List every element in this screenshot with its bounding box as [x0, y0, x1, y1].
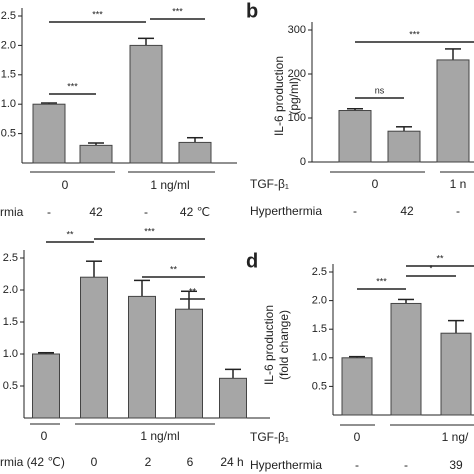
y-axis-label: (pg/ml): [287, 77, 301, 114]
y-tick-label: 1.0: [3, 348, 18, 360]
bar: [387, 130, 421, 163]
condition-label: 39: [449, 458, 463, 472]
group-label: 1 ng/ml: [150, 178, 189, 192]
condition-label: 6: [187, 455, 194, 469]
condition-label: 42 ℃: [180, 205, 210, 219]
y-tick-label: 0: [300, 156, 306, 168]
significance-label: *: [429, 263, 433, 273]
row-label: TGF-β₁: [250, 430, 289, 444]
y-axis-label: IL-6 production: [272, 56, 286, 136]
row-label: Hyperthermia: [250, 204, 322, 218]
condition-label: -: [353, 204, 357, 218]
condition-label: 42: [400, 204, 414, 218]
row-label: TGF-β₁: [250, 177, 289, 191]
y-tick-label: 2.5: [312, 266, 327, 278]
y-tick-label: 300: [288, 24, 306, 36]
condition-label: 2: [145, 455, 152, 469]
significance-label: ***: [92, 9, 103, 19]
significance-label: ***: [144, 226, 155, 236]
condition-label: 24 h: [220, 455, 243, 469]
y-tick-label: 0.5: [1, 128, 16, 140]
significance-label: **: [189, 286, 197, 296]
bar: [32, 353, 60, 419]
y-tick-label: 2.0: [3, 284, 18, 296]
significance-label: **: [436, 253, 444, 263]
y-tick-label: 1.5: [3, 316, 18, 328]
bar: [129, 44, 163, 164]
bar: [219, 377, 247, 419]
bar: [79, 144, 113, 164]
significance-label: ***: [67, 81, 78, 91]
y-axis-label: IL-6 production: [262, 305, 276, 385]
condition-label: -: [47, 205, 51, 219]
group-label: 0: [41, 429, 48, 443]
group-label: 1 ng/: [442, 430, 469, 444]
bar: [341, 357, 373, 416]
y-tick-label: 0.5: [3, 380, 18, 392]
bar: [80, 276, 108, 419]
row-label: Hyperthermia: [250, 458, 322, 472]
significance-label: ns: [375, 85, 385, 95]
group-label: 0: [62, 178, 69, 192]
significance-label: **: [66, 229, 74, 239]
bar: [175, 308, 203, 419]
y-tick-label: 1.0: [1, 98, 16, 110]
y-tick-label: 100: [288, 112, 306, 124]
bar: [32, 103, 66, 164]
y-tick-label: 2.5: [1, 10, 16, 22]
row-label: rmia (42 ℃): [0, 455, 65, 469]
significance-label: ***: [376, 276, 387, 286]
y-tick-label: 200: [288, 68, 306, 80]
condition-label: 0: [91, 455, 98, 469]
row-label: rmia: [0, 205, 24, 219]
y-tick-label: 2.0: [1, 39, 16, 51]
y-axis-label: (fold change): [277, 310, 291, 380]
significance-label: ***: [172, 6, 183, 16]
significance-label: ***: [409, 29, 420, 39]
group-label: 1 n: [450, 177, 467, 191]
panel-letter: d: [246, 250, 258, 272]
panel-letter: b: [246, 0, 258, 22]
group-label: 0: [354, 430, 361, 444]
y-tick-label: 1.5: [312, 323, 327, 335]
condition-label: -: [456, 204, 460, 218]
bar: [436, 59, 470, 163]
bar: [338, 110, 372, 163]
bar: [178, 141, 212, 164]
condition-label: -: [355, 458, 359, 472]
y-tick-label: 2.0: [312, 295, 327, 307]
condition-label: -: [144, 205, 148, 219]
group-label: 1 ng/ml: [140, 429, 179, 443]
bar: [128, 295, 156, 419]
group-label: 0: [372, 177, 379, 191]
condition-label: -: [404, 458, 408, 472]
bar: [390, 302, 422, 416]
significance-label: **: [170, 264, 178, 274]
y-tick-label: 1.5: [1, 69, 16, 81]
y-tick-label: 2.5: [3, 252, 18, 264]
bar: [440, 332, 472, 416]
y-tick-label: 0.5: [312, 380, 327, 392]
y-tick-label: 1.0: [312, 352, 327, 364]
condition-label: 42: [89, 205, 103, 219]
